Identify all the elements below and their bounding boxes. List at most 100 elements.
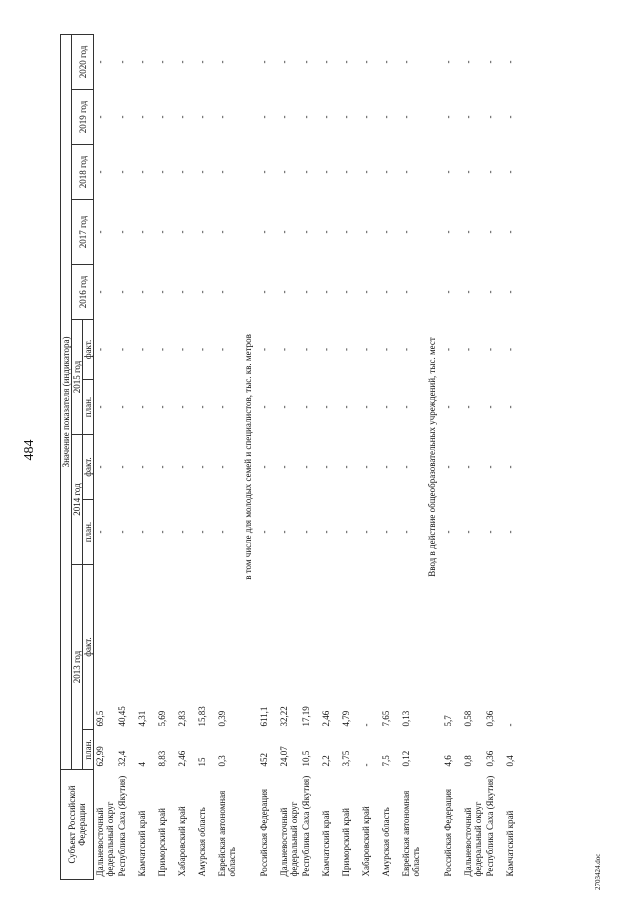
value-cell: -	[321, 348, 331, 351]
section-title: Ввод в действие общеобразовательных учре…	[427, 337, 437, 577]
value-cell: 15,83	[197, 706, 207, 727]
subject-header: Субъект Российской Федерации	[60, 769, 94, 880]
value-cell: 452	[259, 753, 269, 767]
value-cell: -	[301, 405, 311, 409]
value-cell: 0,4	[505, 755, 515, 767]
data-row: Республика Саха (Якутия) 10,5 17,19 - - - - - - -…	[300, 34, 320, 879]
value-cell: -	[279, 405, 289, 409]
value-cell: -	[505, 465, 515, 469]
data-row: Российская Федерация 4,6 5,7 - - - - - - - - -	[442, 34, 462, 879]
data-table: Субъект Российской Федерации Значение пок…	[60, 34, 524, 880]
value-cell: -	[217, 465, 227, 469]
value-cell: 7,65	[381, 710, 391, 727]
value-cell: -	[95, 530, 105, 534]
value-cell: -	[137, 170, 147, 174]
value-cell: -	[341, 115, 351, 119]
value-cell: 0,58	[463, 710, 473, 727]
value-cell: -	[341, 60, 351, 64]
subject-cell: Российская Федерация	[259, 788, 269, 877]
value-cell: 24,07	[279, 746, 289, 767]
page-number: 484	[22, 439, 37, 461]
value-cell: -	[137, 348, 147, 351]
value-cell: -	[381, 115, 391, 119]
value-cell: -	[117, 405, 127, 409]
value-cell: -	[443, 230, 453, 234]
value-cell: -	[259, 465, 269, 469]
value-cell: -	[321, 60, 331, 64]
value-cell: -	[443, 290, 453, 294]
value-cell: -	[301, 230, 311, 234]
value-cell: -	[443, 405, 453, 409]
value-cell: -	[321, 405, 331, 409]
value-cell: -	[177, 60, 187, 64]
subject-cell: Республика Саха (Якутия)	[485, 775, 495, 877]
value-cell: 0,36	[485, 710, 495, 727]
data-row: Еврейская автономная область 0,3 0,39 - - - - -…	[216, 34, 238, 879]
value-cell: -	[197, 530, 207, 534]
data-row: Хабаровский край 2,46 2,83 - - - - - - - - -	[176, 34, 196, 879]
value-cell: -	[259, 170, 269, 174]
subject-cell: Камчатский край	[505, 810, 515, 877]
value-cell: -	[301, 348, 311, 351]
value-cell: -	[157, 170, 167, 174]
data-row: Приморский край 8,83 5,69 - - - - - - - - -	[156, 34, 176, 879]
value-cell: -	[117, 115, 127, 119]
value-cell: 8,83	[157, 750, 167, 767]
subject-cell: Еврейская автономная область	[217, 790, 237, 877]
value-cell: -	[259, 348, 269, 351]
value-cell: -	[401, 115, 411, 119]
value-cell: -	[95, 230, 105, 234]
value-cell: -	[341, 290, 351, 294]
value-cell: -	[197, 170, 207, 174]
value-cell: -	[505, 723, 515, 727]
value-cell: 4,6	[443, 755, 453, 767]
value-cell: -	[217, 348, 227, 351]
value-cell: -	[157, 115, 167, 119]
value-cell: -	[279, 530, 289, 534]
value-cell: -	[361, 170, 371, 174]
value-cell: -	[197, 290, 207, 294]
value-cell: -	[157, 290, 167, 294]
value-cell: -	[117, 530, 127, 534]
subject-cell: Приморский край	[157, 808, 167, 877]
subject-cell: Камчатский край	[321, 810, 331, 877]
value-cell: -	[381, 465, 391, 469]
value-cell: -	[157, 405, 167, 409]
value-cell: -	[401, 230, 411, 234]
value-cell: -	[463, 465, 473, 469]
subject-cell: Российская Федерация	[443, 788, 453, 877]
value-cell: -	[321, 290, 331, 294]
value-cell: -	[505, 170, 515, 174]
section-row: в том числе для молодых семей и специали…	[238, 34, 258, 879]
data-row: Камчатский край 2,2 2,46 - - - - - - - - -	[320, 34, 340, 879]
value-cell: -	[301, 290, 311, 294]
value-cell: -	[361, 723, 371, 727]
value-cell: -	[485, 290, 495, 294]
subject-cell: Камчатский край	[137, 810, 147, 877]
value-cell: -	[177, 170, 187, 174]
value-cell: -	[341, 348, 351, 351]
value-cell: -	[485, 60, 495, 64]
value-cell: -	[301, 60, 311, 64]
value-cell: 17,19	[301, 706, 311, 727]
value-cell: 4,79	[341, 710, 351, 727]
year-header: 2015 год	[71, 319, 83, 435]
data-row: Приморский край 3,75 4,79 - - - - - - - - -	[340, 34, 360, 879]
value-cell: -	[505, 290, 515, 294]
data-row: Камчатский край 4 4,31 - - - - - - - - -	[136, 34, 156, 879]
value-cell: -	[117, 170, 127, 174]
value-cell: -	[177, 405, 187, 409]
value-cell: -	[95, 170, 105, 174]
data-row: Республика Саха (Якутия) 32,4 40,45 - - - - - - -…	[116, 34, 136, 879]
value-cell: -	[485, 115, 495, 119]
value-cell: -	[137, 290, 147, 294]
value-cell: -	[301, 115, 311, 119]
value-cell: -	[117, 465, 127, 469]
header-row: 2013 год 2014 год 2015 год 2016 год 2017 год…	[71, 34, 94, 879]
value-cell: -	[117, 60, 127, 64]
value-cell: -	[361, 290, 371, 294]
year-header: 2016 год	[71, 264, 94, 320]
value-cell: -	[463, 290, 473, 294]
